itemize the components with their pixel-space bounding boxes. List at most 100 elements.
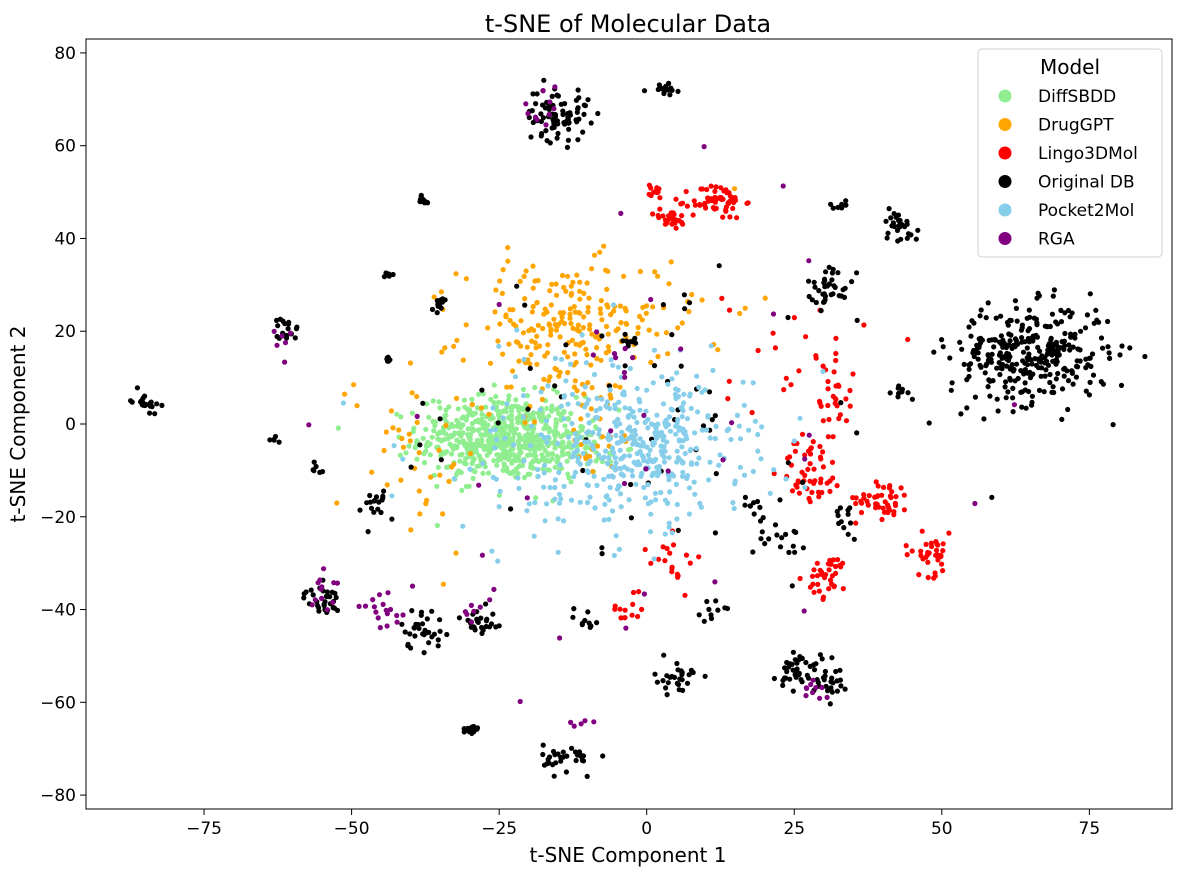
data-point	[762, 541, 768, 547]
data-point	[825, 434, 832, 440]
data-point	[267, 437, 273, 443]
data-point	[556, 500, 563, 506]
data-point	[716, 263, 722, 269]
data-point	[958, 411, 964, 417]
data-point	[463, 461, 469, 467]
data-point	[772, 522, 779, 528]
data-point	[698, 186, 704, 192]
data-point	[650, 470, 656, 476]
data-point	[654, 331, 660, 337]
data-point	[843, 418, 850, 424]
data-point	[1009, 362, 1015, 368]
data-point	[627, 365, 633, 372]
data-point	[726, 378, 732, 384]
data-point	[523, 101, 529, 107]
data-point	[1011, 342, 1017, 348]
data-point	[985, 300, 991, 306]
data-point	[694, 373, 700, 379]
data-point	[549, 403, 555, 409]
data-point	[605, 331, 611, 337]
data-point	[1077, 358, 1083, 364]
data-point	[843, 396, 849, 402]
data-point	[1010, 385, 1016, 391]
data-point	[550, 762, 556, 768]
data-point	[563, 378, 569, 384]
data-point	[650, 211, 656, 217]
y-tick-label: −60	[40, 693, 76, 713]
data-point	[532, 278, 538, 284]
data-point	[690, 669, 696, 676]
data-point	[557, 635, 563, 641]
data-point	[796, 490, 803, 496]
data-point	[651, 347, 658, 353]
data-point	[489, 548, 495, 554]
data-point	[652, 189, 658, 195]
data-point	[470, 475, 476, 481]
data-point	[607, 405, 613, 412]
data-point	[676, 438, 683, 444]
data-point	[887, 493, 894, 499]
data-point	[847, 387, 853, 394]
data-point	[554, 458, 560, 465]
data-point	[492, 427, 498, 433]
data-point	[439, 349, 445, 355]
data-point	[766, 536, 772, 542]
data-point	[546, 111, 552, 118]
data-point	[669, 87, 675, 93]
data-point	[573, 97, 580, 103]
data-point	[993, 315, 999, 321]
data-point	[496, 504, 502, 510]
data-point	[408, 645, 414, 651]
data-point	[378, 509, 384, 516]
data-point	[913, 236, 919, 242]
data-point	[444, 631, 450, 638]
data-point	[468, 441, 474, 447]
data-point	[969, 318, 975, 324]
data-point	[485, 325, 491, 331]
data-point	[845, 507, 851, 513]
data-point	[893, 494, 899, 500]
data-point	[524, 508, 530, 514]
data-point	[473, 449, 479, 455]
data-point	[1091, 320, 1097, 326]
data-point	[697, 202, 703, 208]
data-point	[1003, 379, 1009, 385]
data-point	[469, 396, 475, 402]
data-point	[309, 602, 315, 608]
data-point	[376, 592, 383, 598]
data-point	[717, 452, 723, 458]
data-point	[394, 612, 400, 619]
data-point	[915, 227, 921, 233]
data-point	[812, 478, 818, 484]
data-point	[978, 335, 984, 341]
data-point	[861, 322, 867, 328]
data-point	[904, 221, 910, 227]
data-point	[581, 391, 587, 397]
data-point	[542, 306, 548, 312]
data-point	[596, 431, 602, 437]
data-point	[685, 473, 691, 479]
data-point	[818, 308, 824, 314]
data-point	[641, 484, 647, 491]
data-point	[838, 400, 844, 406]
data-point	[574, 388, 580, 394]
data-point	[414, 393, 420, 400]
data-point	[529, 423, 535, 429]
data-point	[555, 130, 561, 137]
data-point	[810, 677, 816, 683]
data-point	[678, 346, 684, 352]
data-point	[443, 422, 449, 428]
data-point	[699, 389, 705, 395]
data-point	[1050, 384, 1056, 390]
data-point	[486, 470, 492, 476]
data-point	[694, 461, 700, 467]
data-point	[493, 437, 500, 443]
data-point	[319, 595, 325, 602]
data-point	[563, 342, 569, 348]
data-point	[553, 406, 560, 412]
data-point	[720, 457, 726, 463]
data-point	[1098, 335, 1105, 341]
data-point	[750, 468, 756, 475]
data-point	[445, 464, 451, 470]
